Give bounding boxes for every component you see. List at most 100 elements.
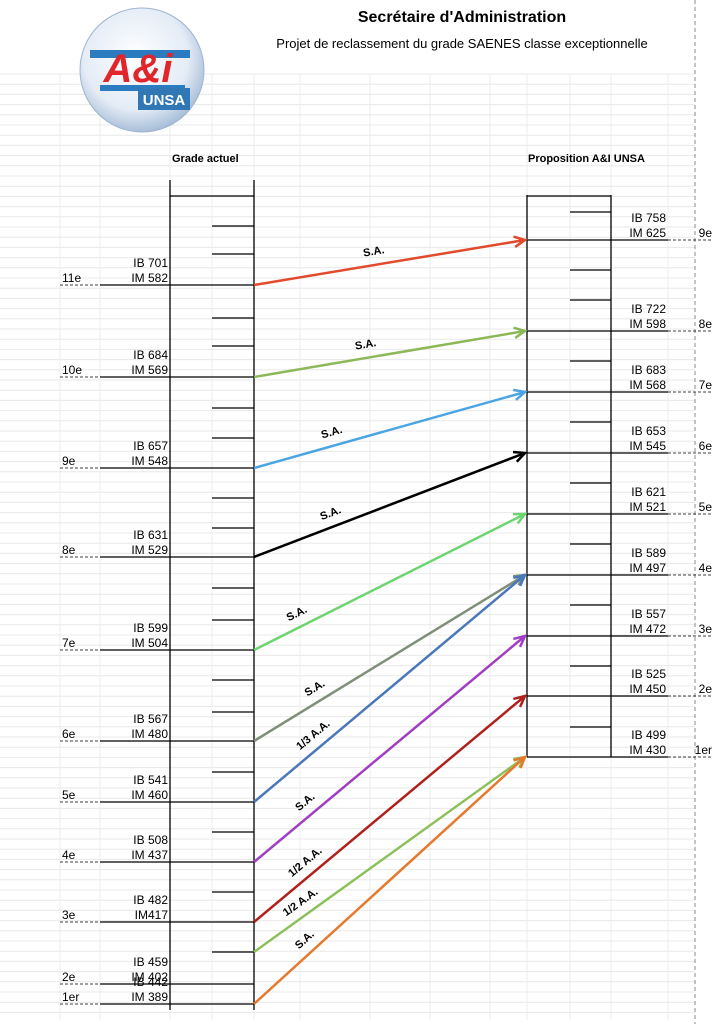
im-label: IM 437 <box>131 848 168 862</box>
ib-label: IB 758 <box>631 211 666 225</box>
ib-label: IB 631 <box>133 528 168 542</box>
ib-label: IB 683 <box>631 363 666 377</box>
im-label: IM 545 <box>629 439 666 453</box>
step-label: 10e <box>62 363 82 377</box>
arrow-label: 1/2 A.A. <box>286 845 324 880</box>
step-label: 4e <box>62 848 76 862</box>
ib-label: IB 684 <box>133 348 168 362</box>
arrow <box>253 329 526 379</box>
ib-label: IB 459 <box>133 955 168 969</box>
subtitle: Projet de reclassement du grade SAENES c… <box>276 36 647 51</box>
step-label: 6e <box>62 727 76 741</box>
arrow-label: S.A. <box>354 337 377 352</box>
arrow-head <box>513 235 528 248</box>
step-label: 5e <box>62 788 76 802</box>
ib-label: IB 541 <box>133 773 168 787</box>
left-label: Grade actuel <box>172 153 239 165</box>
title: Secrétaire d'Administration <box>358 9 566 26</box>
arrow-head <box>513 755 528 769</box>
ib-label: IB 525 <box>631 667 666 681</box>
ib-label: IB 653 <box>631 424 666 438</box>
ib-label: IB 557 <box>631 607 666 621</box>
ib-label: IB 657 <box>133 439 168 453</box>
step-label: 7e <box>699 378 713 392</box>
arrow-head <box>512 388 528 401</box>
im-label: IM 625 <box>629 226 666 240</box>
ib-label: IB 442 <box>133 975 168 989</box>
arrow <box>253 755 526 954</box>
im-label: IM 389 <box>131 990 168 1004</box>
step-label: 6e <box>699 439 713 453</box>
step-label: 7e <box>62 636 76 650</box>
arrow <box>253 695 526 923</box>
arrow <box>253 451 526 559</box>
arrow <box>253 390 526 470</box>
logo-stripe <box>90 50 190 58</box>
im-label: IM 548 <box>131 454 168 468</box>
arrow-head <box>513 573 528 587</box>
im-label: IM 521 <box>629 500 666 514</box>
arrow <box>253 635 526 863</box>
im-label: IM 582 <box>131 271 168 285</box>
arrow-head <box>513 326 528 339</box>
arrow-head <box>513 694 528 708</box>
ib-label: IB 508 <box>133 833 168 847</box>
step-label: 9e <box>62 454 76 468</box>
logo-badge <box>138 88 190 110</box>
step-label: 5e <box>699 500 713 514</box>
im-label: IM 402 <box>131 970 168 984</box>
step-label: 2e <box>699 682 713 696</box>
ib-label: IB 701 <box>133 256 168 270</box>
arrow-label: S.A. <box>319 504 343 523</box>
ib-label: IB 599 <box>133 621 168 635</box>
ib-label: IB 499 <box>631 728 666 742</box>
logo: A&i UNSA <box>79 7 205 133</box>
arrow-label: S.A. <box>285 604 310 624</box>
step-label: 3e <box>62 908 76 922</box>
logo-subtext: UNSA <box>143 92 186 109</box>
arrow <box>253 574 526 803</box>
im-label: IM 504 <box>131 636 168 650</box>
im-label: IM 568 <box>629 378 666 392</box>
ib-label: IB 722 <box>631 302 666 316</box>
arrow-head <box>512 512 528 525</box>
ib-label: IB 482 <box>133 893 168 907</box>
step-label: 1er <box>62 990 79 1004</box>
im-label: IM 472 <box>629 622 666 636</box>
arrow-label: S.A. <box>320 424 344 441</box>
arrow-label: 1/2 A.A. <box>281 886 320 919</box>
im-label: IM 497 <box>629 561 666 575</box>
ib-label: IB 589 <box>631 546 666 560</box>
arrow <box>253 238 526 287</box>
arrow-head <box>512 450 528 463</box>
step-label: 4e <box>699 561 713 575</box>
im-label: IM417 <box>135 908 169 922</box>
arrow-label: S.A. <box>293 791 317 814</box>
step-label: 8e <box>62 543 76 557</box>
step-label: 9e <box>699 226 713 240</box>
im-label: IM 529 <box>131 543 168 557</box>
arrow-label: S.A. <box>362 244 385 259</box>
step-label: 1er <box>695 743 712 757</box>
step-label: 3e <box>699 622 713 636</box>
arrow-label: S.A. <box>293 928 317 951</box>
im-label: IM 480 <box>131 727 168 741</box>
arrow <box>253 573 526 743</box>
step-label: 2e <box>62 970 76 984</box>
im-label: IM 598 <box>629 317 666 331</box>
arrow <box>253 512 526 652</box>
im-label: IM 430 <box>629 743 666 757</box>
arrow <box>253 756 526 1005</box>
step-label: 8e <box>699 317 713 331</box>
ib-label: IB 621 <box>631 485 666 499</box>
im-label: IM 460 <box>131 788 168 802</box>
arrow-head <box>513 634 528 648</box>
logo-text: A&i <box>103 47 174 91</box>
step-label: 11e <box>62 271 81 285</box>
im-label: IM 569 <box>131 363 168 377</box>
im-label: IM 450 <box>629 682 666 696</box>
right-label: Proposition A&I UNSA <box>528 153 645 165</box>
ib-label: IB 567 <box>133 712 168 726</box>
